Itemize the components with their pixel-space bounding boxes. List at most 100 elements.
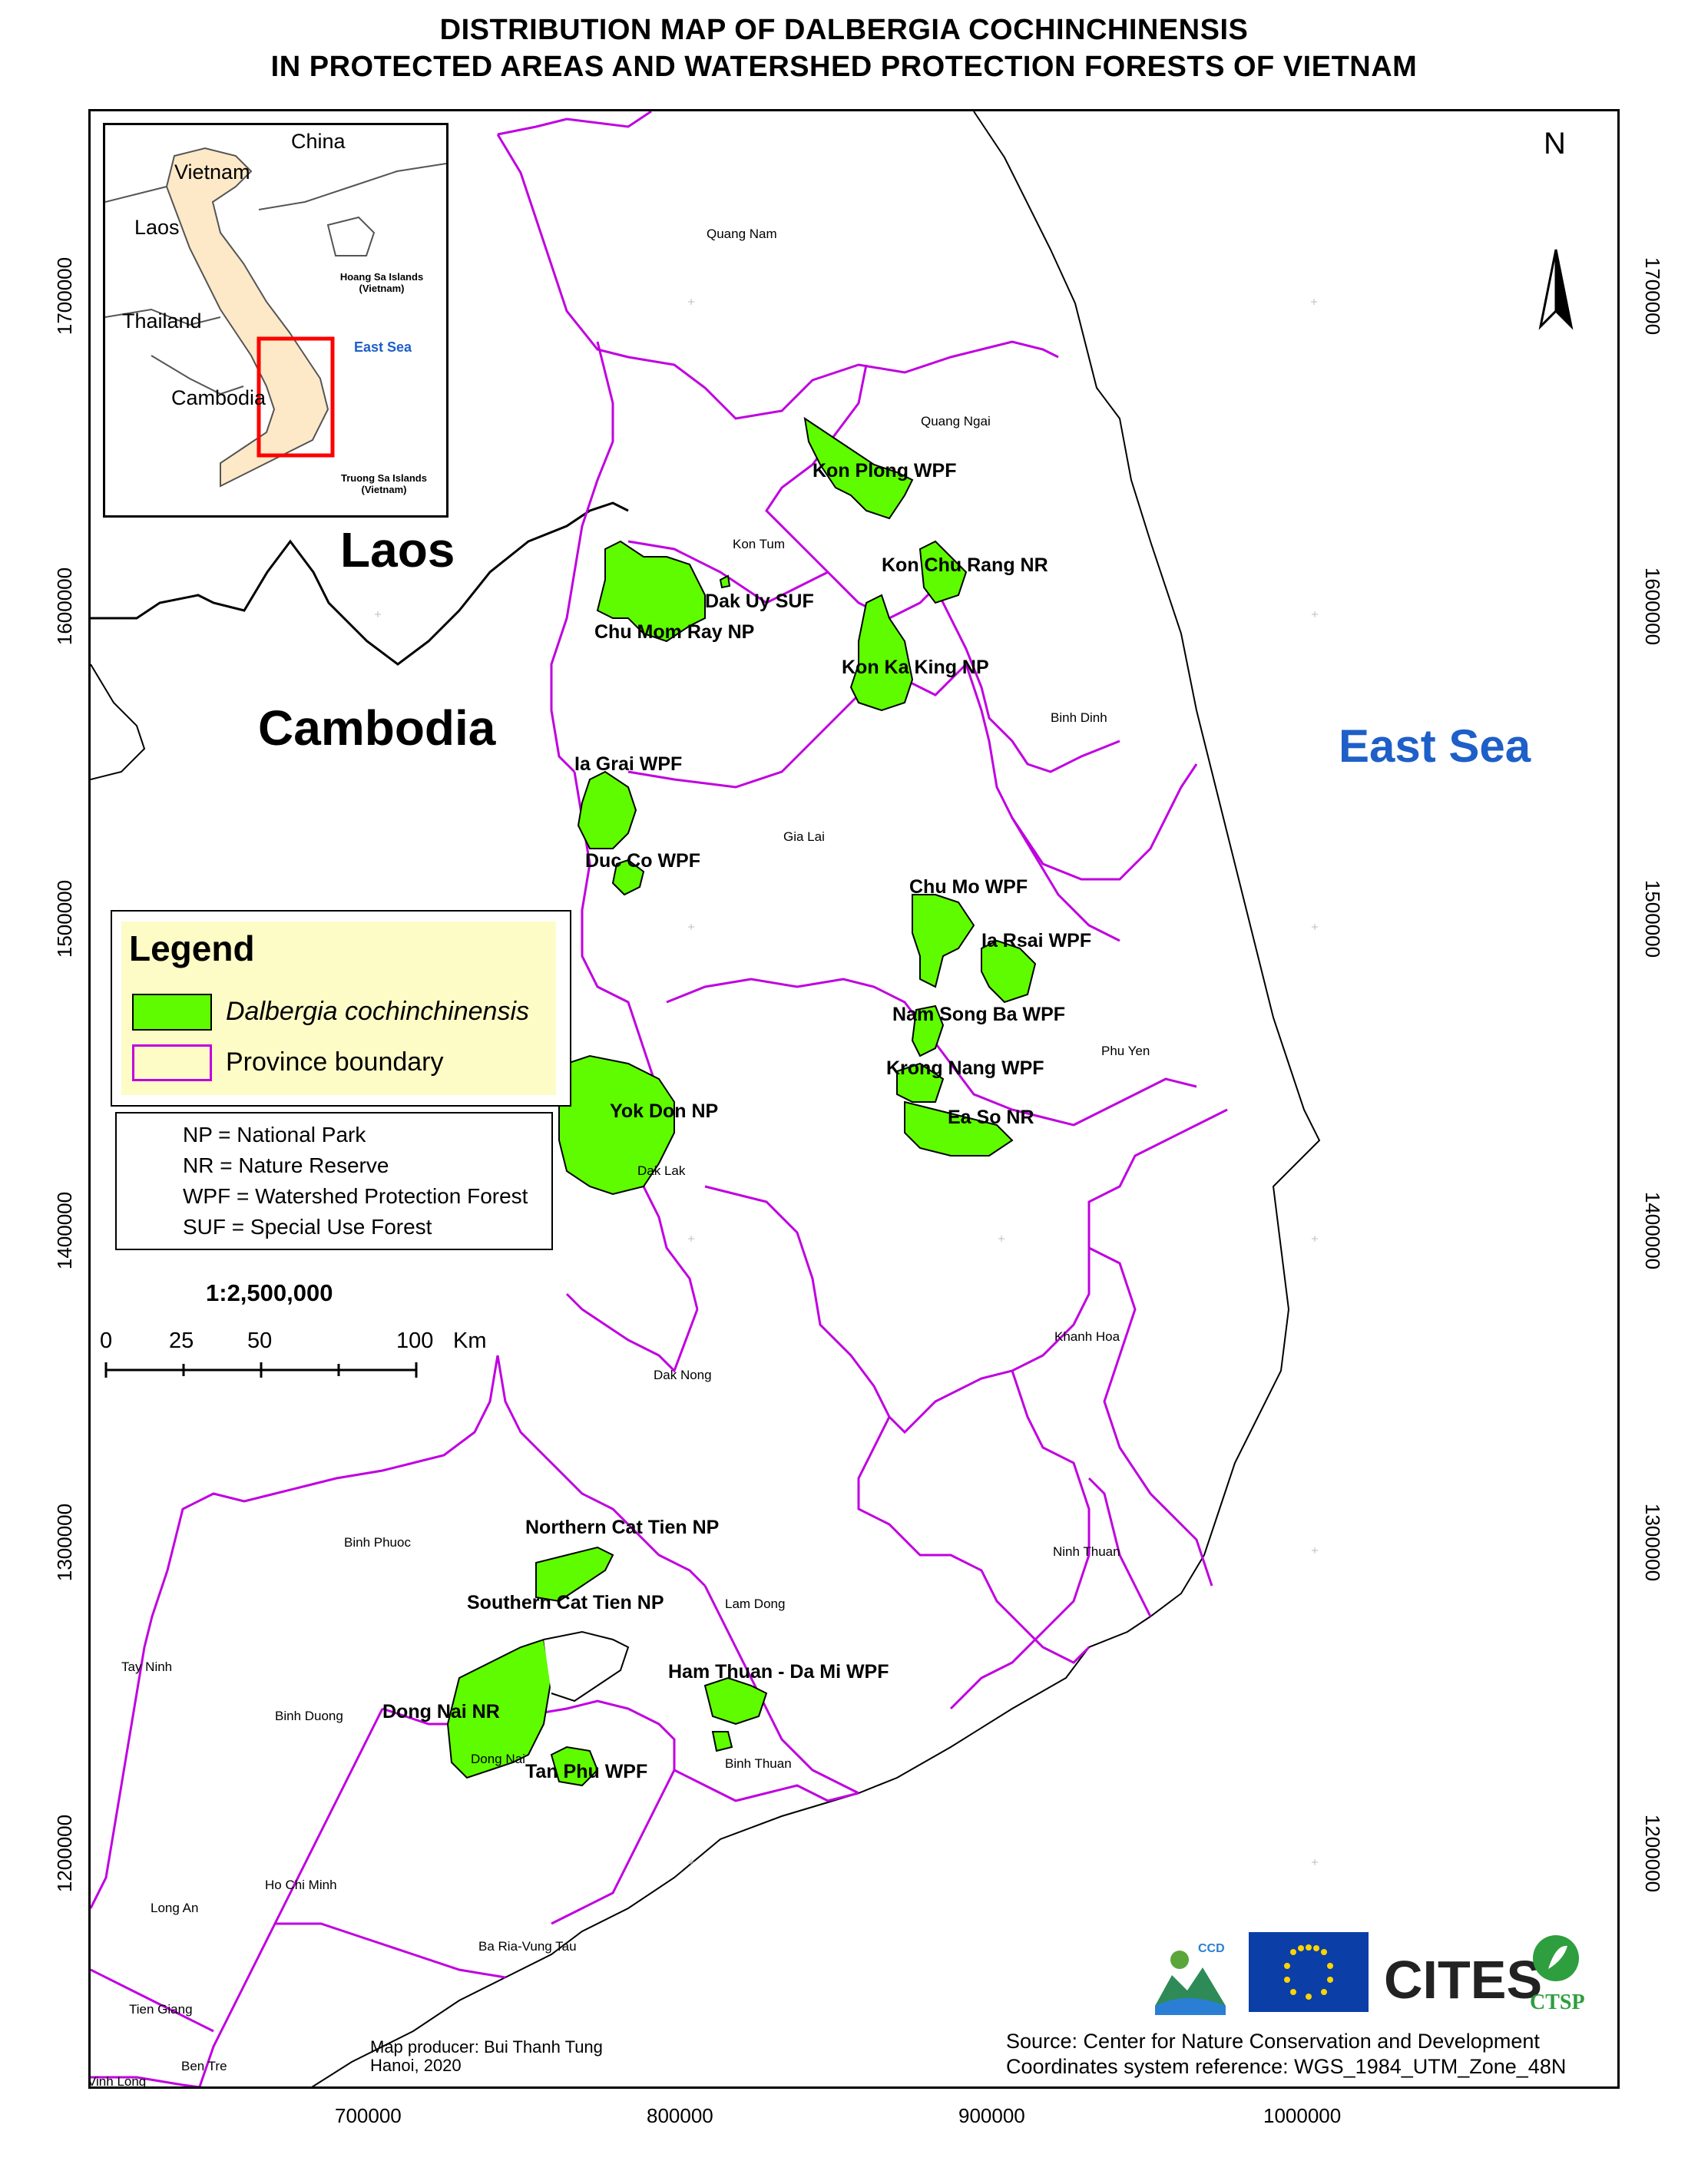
area-chu-mom-ray [596,540,706,643]
inset-hoang-sa-name: Hoang Sa Islands [339,271,424,283]
province-ben-tre: Ben Tre [181,2059,227,2073]
abbr-suf: SUF = Special Use Forest [183,1215,432,1239]
ccd-logo-text: CCD [1198,1942,1225,1955]
area-kon-ka-king [849,594,914,712]
pa-yok-don: Yok Don NP [610,1100,719,1122]
pa-tan-phu: Tan Phu WPF [525,1761,648,1782]
pa-krong-nang: Krong Nang WPF [886,1057,1044,1079]
x-tick-1000000: 1000000 [1263,2104,1342,2127]
area-ham-thuan-south [711,1731,733,1752]
area-nam-song-ba [911,1004,945,1057]
area-kon-chu-rang [918,540,968,604]
pa-nam-song-ba: Nam Song Ba WPF [892,1004,1066,1025]
laos-border [91,501,629,666]
province-vinh-long: Vinh Long [88,2074,147,2089]
scale-tick-100: 100 [396,1329,434,1353]
area-tan-phu [550,1746,599,1787]
north-arrow [1538,249,1574,330]
inset-truong-sa-sub: (Vietnam) [361,484,407,495]
map-title-line2: IN PROTECTED AREAS AND WATERSHED PROTECT… [270,51,1418,83]
pa-ea-so: Ea So NR [948,1107,1034,1128]
y-tick-left-1400000: 1400000 [53,1191,77,1270]
map-canvas [91,111,1574,2086]
abbr-wpf: WPF = Watershed Protection Forest [183,1184,528,1208]
scale-tick-0: 0 [100,1329,113,1353]
map-title-line1: DISTRIBUTION MAP OF DALBERGIA COCHINCHIN… [439,14,1249,46]
province-binh-duong: Binh Duong [275,1709,343,1723]
credits-place-date: Hanoi, 2020 [370,2056,462,2075]
province-dong-nai: Dong Nai [471,1752,525,1766]
pa-dak-uy: Dak Uy SUF [705,591,814,612]
scale-tick-25: 25 [169,1329,194,1353]
inset-vietnam: Vietnam [174,160,250,184]
legend-boundary-label: Province boundary [226,1047,444,1077]
y-tick-left-1200000: 1200000 [53,1814,77,1893]
scale-unit: Km [453,1329,487,1353]
inset-china: China [291,130,346,153]
coordinate-system-line: Coordinates system reference: WGS_1984_U… [1006,2055,1567,2078]
y-tick-left-1600000: 1600000 [53,567,77,646]
y-tick-right-1400000: 1400000 [1641,1191,1665,1270]
y-tick-left-1700000: 1700000 [53,256,77,336]
legend-title: Legend [129,928,255,968]
province-quang-nam: Quang Nam [707,227,777,241]
legend: Legend Dalbergia cochinchinensis Provinc… [111,910,571,1107]
inset-focus-frame [257,336,335,458]
area-krong-nang [896,1062,945,1103]
cambodia-border [91,663,146,780]
pa-ia-grai: Ia Grai WPF [574,753,683,775]
province-long-an: Long An [151,1901,199,1915]
province-ninh-thuan: Ninh Thuan [1053,1544,1120,1559]
inset-hainan [326,216,376,256]
species-distribution [446,416,1037,1787]
pa-kon-chu-rang: Kon Chu Rang NR [882,554,1048,576]
scale-bar [104,1362,418,1378]
y-tick-right-1300000: 1300000 [1641,1503,1665,1582]
province-dak-lak: Dak Lak [637,1163,686,1178]
pa-ia-rsai: Ia Rsai WPF [981,930,1092,951]
inset-truong-sa: Truong Sa Islands (Vietnam) [334,472,434,495]
credits-producer: Map producer: Bui Thanh Tung [370,2037,603,2057]
area-duc-co [611,859,645,896]
inset-cambodia: Cambodia [171,386,266,409]
legend-boundary-swatch [132,1044,212,1081]
province-kon-tum: Kon Tum [733,537,786,551]
eu-flag-logo [1249,1932,1369,2012]
inset-map: China Vietnam Laos Thailand Cambodia Eas… [103,123,448,518]
inset-hoang-sa: Hoang Sa Islands (Vietnam) [336,271,428,294]
pa-chu-mom-ray: Chu Mom Ray NP [594,621,755,643]
pa-duc-co: Duc Co WPF [585,850,700,872]
inset-truong-sa-name: Truong Sa Islands [341,472,427,484]
logos-row: CCD CITES CTSP [1149,1929,1610,2021]
y-tick-left-1500000: 1500000 [53,879,77,958]
abbr-nr: NR = Nature Reserve [183,1153,389,1177]
x-tick-700000: 700000 [335,2104,402,2127]
legend-panel: Legend Dalbergia cochinchinensis Provinc… [121,922,556,1095]
inset-thailand: Thailand [122,309,202,333]
province-binh-phuoc: Binh Phuoc [344,1535,411,1550]
country-cambodia: Cambodia [258,700,496,756]
pa-chu-mo: Chu Mo WPF [909,876,1028,898]
pa-kon-plong: Kon Plong WPF [813,460,957,481]
source-line: Source: Center for Nature Conservation a… [1006,2030,1540,2053]
province-binh-thuan: Binh Thuan [725,1756,792,1771]
ctsp-logo-text: CTSP [1530,1990,1585,2014]
area-dong-nai [446,1638,553,1779]
y-tick-right-1200000: 1200000 [1641,1814,1665,1893]
area-ia-grai [577,770,637,849]
y-tick-left-1300000: 1300000 [53,1503,77,1582]
province-lam-dong: Lam Dong [725,1597,786,1611]
area-kon-plong [803,416,914,520]
map-credits: Map producer: Bui Thanh Tung Hanoi, 2020 [370,2038,603,2075]
north-arrow-label: N [1544,127,1566,160]
area-ia-rsai [981,939,1037,1004]
scale-tick-50: 50 [247,1329,273,1353]
inset-east-sea: East Sea [354,339,412,355]
inset-hoang-sa-sub: (Vietnam) [359,283,405,294]
pa-ham-thuan-da-mi: Ham Thuan - Da Mi WPF [668,1661,889,1683]
province-phu-yen: Phu Yen [1101,1044,1150,1058]
pa-dong-nai: Dong Nai NR [382,1701,500,1722]
pa-northern-cat-tien: Northern Cat Tien NP [525,1517,720,1538]
ccd-logo [1155,1951,1226,2015]
logos-canvas: CCD CITES CTSP [1155,1932,1585,2015]
